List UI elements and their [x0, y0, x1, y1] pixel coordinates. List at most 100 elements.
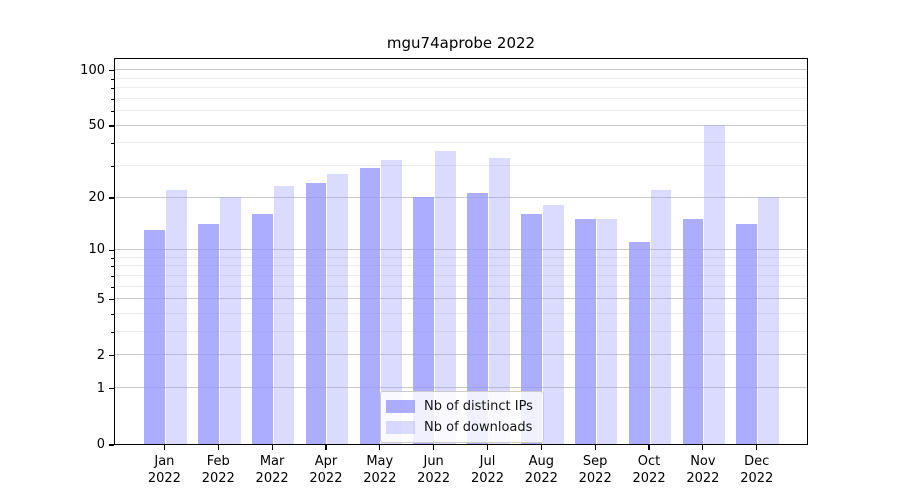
x-axis-tick-label: Jul 2022 — [470, 453, 505, 486]
bar-downloads-jul — [489, 157, 510, 444]
x-axis-tick-label: Mar 2022 — [255, 453, 289, 486]
x-axis-tick-mark — [486, 445, 489, 450]
gridline-minor — [115, 164, 807, 166]
gridline-major — [115, 354, 807, 356]
bar-distinct-ips-sep — [574, 219, 596, 444]
x-axis-tick-mark — [702, 445, 704, 450]
gridline-major — [115, 248, 807, 250]
y-axis-tick-label: 1 — [96, 380, 105, 396]
x-axis-tick-label: Oct 2022 — [632, 453, 666, 486]
gridline-minor — [115, 256, 807, 258]
x-axis-tick-mark — [594, 445, 596, 450]
gridline-minor — [115, 77, 807, 79]
x-axis-tick-mark — [648, 445, 650, 450]
bar-distinct-ips-may — [359, 168, 381, 444]
y-axis-tick-mark — [109, 299, 114, 301]
x-axis-tick-mark — [325, 445, 327, 450]
x-axis-tick-label: Apr 2022 — [309, 453, 343, 486]
y-axis-minor-tick-mark — [111, 257, 114, 259]
bar-downloads-mar — [273, 186, 295, 444]
gridline-minor — [115, 97, 807, 99]
y-axis-tick-mark — [109, 355, 114, 357]
bar-downloads-sep — [596, 219, 618, 444]
x-axis-tick-label: Jan 2022 — [147, 453, 181, 486]
x-axis-tick-mark — [217, 445, 219, 450]
bar-distinct-ips-jun — [413, 197, 435, 444]
y-axis-tick-mark — [109, 70, 114, 72]
y-axis-tick-mark — [109, 249, 114, 252]
x-axis-tick-mark — [540, 445, 542, 450]
bar-distinct-ips-jul — [467, 193, 488, 444]
y-axis-minor-tick-mark — [111, 275, 114, 277]
x-axis-tick-mark — [756, 445, 758, 450]
bar-distinct-ips-jan — [144, 229, 165, 444]
bar-distinct-ips-nov — [682, 219, 704, 444]
y-axis-tick-mark — [109, 444, 114, 446]
x-axis-tick-mark — [379, 445, 381, 450]
y-axis-tick-label: 10 — [88, 242, 105, 258]
bar-distinct-ips-apr — [305, 182, 327, 444]
bar-downloads-feb — [219, 197, 241, 444]
gridline-minor — [115, 87, 807, 89]
bar-downloads-apr — [327, 173, 349, 444]
y-axis-tick-label: 20 — [88, 190, 105, 205]
x-axis-tick-label: Dec 2022 — [740, 453, 774, 486]
gridline-minor — [115, 331, 807, 333]
x-axis-tick-label: Nov 2022 — [686, 453, 720, 486]
x-axis-tick-mark — [433, 445, 435, 450]
y-axis-tick-mark — [109, 197, 114, 199]
y-axis-tick-label: 100 — [80, 62, 105, 78]
legend-swatch-downloads — [386, 421, 415, 434]
gridline-minor — [115, 312, 807, 314]
y-axis-minor-tick-mark — [111, 111, 114, 112]
bar-downloads-dec — [758, 197, 780, 444]
bar-distinct-ips-mar — [251, 214, 273, 444]
y-axis-tick-label: 2 — [96, 347, 105, 363]
gridline-major — [115, 124, 807, 126]
bar-downloads-nov — [704, 125, 726, 444]
legend-item-downloads: Nb of downloads — [386, 417, 533, 438]
y-axis-minor-tick-mark — [111, 98, 114, 100]
y-axis-minor-tick-mark — [111, 165, 114, 167]
gridline-major — [115, 69, 807, 71]
chart-title: mgu74aprobe 2022 — [386, 34, 536, 52]
legend-item-distinct-ips: Nb of distinct IPs — [386, 396, 533, 417]
x-axis-tick-label: Feb 2022 — [201, 453, 235, 486]
bar-distinct-ips-aug — [521, 214, 542, 444]
bar-downloads-aug — [542, 205, 564, 444]
legend-label-downloads: Nb of downloads — [424, 420, 533, 435]
gridline-minor — [115, 142, 807, 144]
gridline-minor — [115, 265, 807, 267]
bar-downloads-oct — [650, 189, 672, 444]
gridline-minor — [115, 285, 807, 287]
gridline-major — [115, 196, 807, 198]
y-axis-minor-tick-mark — [111, 266, 114, 268]
gridline-minor — [115, 110, 807, 112]
bar-distinct-ips-feb — [197, 224, 219, 444]
y-axis-tick-label: 0 — [96, 437, 105, 452]
y-axis-minor-tick-mark — [111, 286, 114, 288]
x-axis-tick-mark — [163, 445, 165, 450]
x-axis-tick-label: Sep 2022 — [578, 453, 612, 486]
legend-label-distinct-ips: Nb of distinct IPs — [424, 399, 533, 414]
bar-downloads-jun — [435, 151, 456, 444]
y-axis-tick-mark — [109, 388, 114, 390]
bar-downloads-jan — [165, 189, 187, 444]
legend-swatch-distinct-ips — [386, 400, 415, 413]
y-axis-minor-tick-mark — [111, 78, 114, 80]
x-axis-tick-mark — [271, 445, 273, 450]
y-axis-minor-tick-mark — [111, 88, 114, 89]
gridline-major — [115, 387, 807, 389]
x-axis-tick-label: Aug 2022 — [524, 453, 558, 486]
bar-distinct-ips-dec — [736, 224, 758, 444]
plot-area — [114, 58, 808, 445]
legend: Nb of distinct IPs Nb of downloads — [380, 391, 544, 443]
y-axis-tick-label: 5 — [96, 291, 105, 307]
y-axis-minor-tick-mark — [111, 332, 114, 334]
gridline-major — [115, 298, 807, 300]
y-axis-tick-mark — [109, 125, 114, 127]
y-axis-minor-tick-mark — [111, 313, 114, 315]
y-axis-tick-label: 50 — [88, 118, 105, 134]
bar-downloads-may — [381, 160, 403, 444]
